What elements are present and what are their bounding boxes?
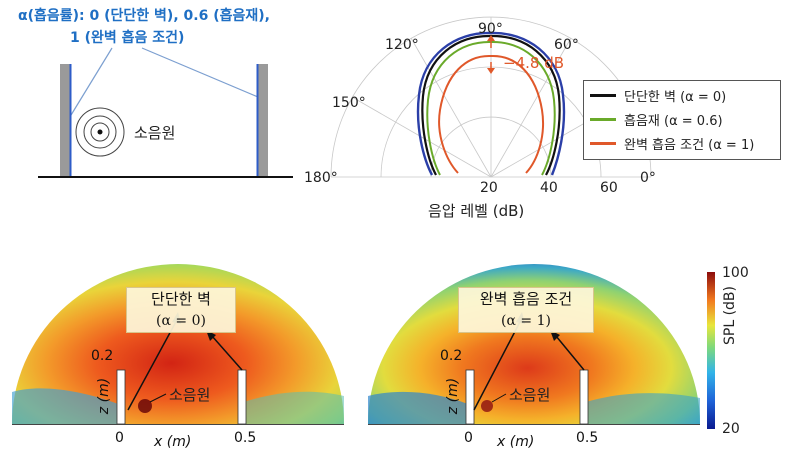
angle-label-60: 60° xyxy=(554,37,579,53)
map-left-x-tick1: 0.5 xyxy=(234,430,257,446)
colorbar-min: 20 xyxy=(722,421,740,437)
map-right-x-tick0: 0 xyxy=(464,430,473,446)
legend-swatch-perfect xyxy=(590,141,616,145)
colorbar-max: 100 xyxy=(722,265,749,281)
radial-tick-20: 20 xyxy=(480,180,498,196)
callout-rigid-title: 단단한 벽 xyxy=(151,290,211,308)
colorbar-label: SPL (dB) xyxy=(722,286,738,345)
legend-item-rigid: 단단한 벽 (α = 0) xyxy=(590,85,726,105)
legend-item-perfect: 완벽 흡음 조건 (α = 1) xyxy=(590,133,754,153)
callout-perfect-alpha: (α = 1) xyxy=(501,313,551,329)
source-rings-icon xyxy=(75,107,125,157)
map-left-z-label: z (m) xyxy=(96,377,113,415)
map-right-x-tick1: 0.5 xyxy=(576,430,599,446)
callout-perfect: 완벽 흡음 조건 (α = 1) xyxy=(458,287,594,333)
radial-tick-40: 40 xyxy=(540,180,558,196)
angle-label-120: 120° xyxy=(385,37,419,53)
absorption-caption-line2: 1 (완벽 흡음 조건) xyxy=(70,30,185,46)
polar-legend: 단단한 벽 (α = 0) 흡음재 (α = 0.6) 완벽 흡음 조건 (α … xyxy=(583,80,781,160)
leader-line-left xyxy=(67,47,113,121)
callout-perfect-title: 완벽 흡음 조건 xyxy=(479,290,573,308)
absorption-caption-line1: α(흡음률): 0 (단단한 벽), 0.6 (흡음재), xyxy=(18,8,270,24)
right-wall xyxy=(258,64,268,176)
angle-label-0: 0° xyxy=(640,170,656,186)
radial-tick-60: 60 xyxy=(600,180,618,196)
map-left-z-tick: 0.2 xyxy=(91,348,114,364)
curve-blue xyxy=(416,31,566,176)
map-right-z-label: z (m) xyxy=(445,377,462,415)
leader-line-right xyxy=(141,47,259,98)
left-wall xyxy=(60,64,70,176)
legend-label-rigid: 단단한 벽 (α = 0) xyxy=(624,89,727,105)
curve-perfect-absorption xyxy=(438,54,544,174)
colorbar xyxy=(707,272,715,429)
legend-swatch-absorber xyxy=(590,117,616,121)
callout-rigid-alpha: (α = 0) xyxy=(156,313,206,329)
map-left-x-tick0: 0 xyxy=(115,430,124,446)
angle-label-150: 150° xyxy=(332,95,366,111)
legend-swatch-rigid xyxy=(590,93,616,97)
map-right-source-label: 소음원 xyxy=(509,386,551,404)
legend-label-perfect: 완벽 흡음 조건 (α = 1) xyxy=(624,137,755,153)
map-right-x-label: x (m) xyxy=(497,434,535,450)
polar-axis-label: 음압 레벨 (dB) xyxy=(428,202,525,220)
legend-item-absorber: 흡음재 (α = 0.6) xyxy=(590,109,723,129)
angle-label-90: 90° xyxy=(478,21,503,37)
delta-annotation: −4.8 dB xyxy=(503,54,565,72)
legend-label-absorber: 흡음재 (α = 0.6) xyxy=(624,113,723,129)
source-label: 소음원 xyxy=(134,124,176,142)
map-right-z-tick: 0.2 xyxy=(440,348,463,364)
callout-rigid: 단단한 벽 (α = 0) xyxy=(126,287,236,333)
map-left-x-label: x (m) xyxy=(154,434,192,450)
spl-map-perfect xyxy=(368,264,700,425)
angle-label-180: 180° xyxy=(304,170,338,186)
map-left-source-label: 소음원 xyxy=(169,386,211,404)
